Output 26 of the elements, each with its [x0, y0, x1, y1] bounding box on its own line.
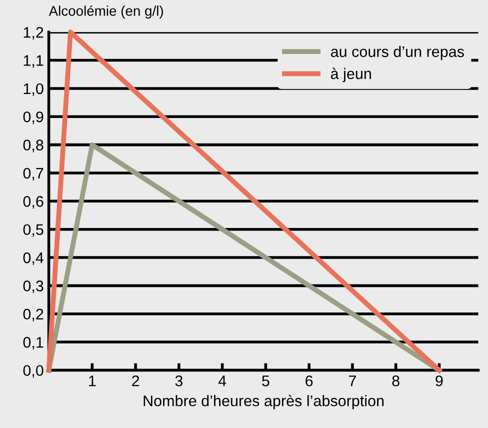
x-tick-label: 1 [89, 376, 96, 386]
y-tick-label: 0,8 [23, 140, 44, 152]
y-tick-label: 0,0 [23, 365, 44, 378]
y-axis-title: Alcoolémie (en g/l) [48, 5, 163, 19]
y-tick-label: 0,4 [23, 252, 44, 266]
y-tick-label: 0,6 [23, 196, 44, 209]
x-tick-label: 3 [175, 375, 183, 386]
x-tick-label: 2 [132, 375, 140, 386]
legend-label: au cours d’un repas [330, 46, 464, 60]
y-tick-label: 1,1 [24, 55, 44, 68]
x-tick-label: 8 [392, 375, 400, 386]
y-tick-label: 0,1 [23, 336, 44, 350]
x-tick-label: 5 [262, 376, 270, 386]
y-tick-label: 0,2 [23, 308, 44, 322]
x-tick-label: 7 [348, 376, 356, 386]
y-tick-label: 0,3 [23, 280, 44, 294]
y-tick-label: 0,9 [23, 112, 44, 124]
x-tick-label: 6 [306, 375, 313, 386]
y-tick-label: 1,0 [24, 83, 44, 96]
x-tick-label: 9 [436, 375, 443, 386]
y-tick-label: 0,7 [23, 168, 44, 180]
y-tick-label: 0,5 [23, 224, 44, 237]
x-axis-title: Nombre d’heures après l’absorption [144, 394, 384, 410]
y-tick-label: 1,2 [24, 26, 44, 40]
x-tick-label: 4 [218, 376, 226, 386]
legend-label: à jeun [330, 68, 371, 82]
